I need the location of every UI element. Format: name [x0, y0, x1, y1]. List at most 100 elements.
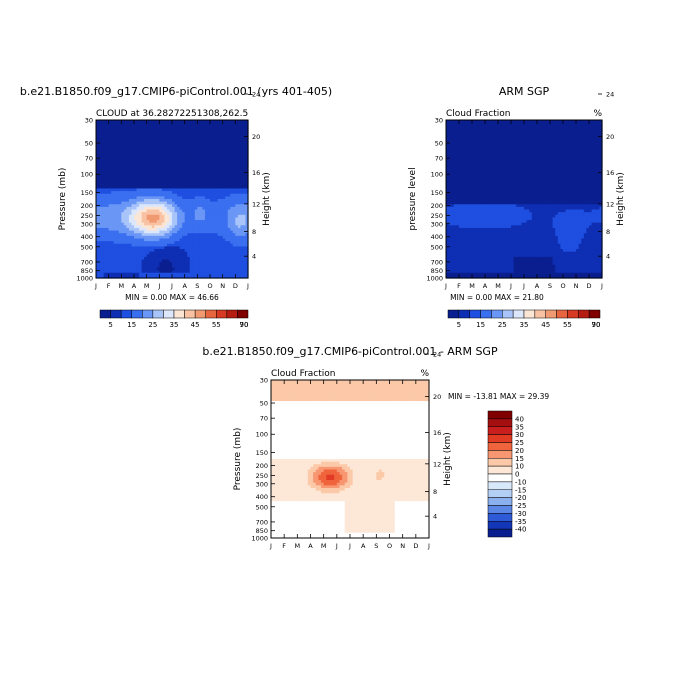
p-tick-label: 300: [256, 480, 268, 488]
x-tick-label: S: [374, 542, 378, 550]
colorbar-swatch: [173, 309, 185, 319]
colorbar-label: 30: [515, 431, 524, 439]
panel-subtitle-left: Cloud Fraction: [446, 109, 511, 119]
colorbar-swatch: [152, 309, 164, 319]
colorbar-label: 15: [476, 321, 485, 329]
x-tick-label: J: [348, 542, 351, 550]
x-tick-label: N: [400, 542, 405, 550]
colorbar-label: 45: [191, 321, 200, 329]
colorbar-label: 40: [515, 415, 524, 423]
colorbar-label: -15: [515, 486, 526, 494]
colorbar-label: -20: [515, 494, 526, 502]
h-tick-label: 12: [433, 460, 441, 468]
x-tick-label: J: [269, 542, 272, 550]
contour-field: [96, 120, 249, 279]
p-tick-label: 200: [81, 202, 93, 210]
p-tick-label: 300: [431, 220, 443, 228]
panel-title: b.e21.B1850.f09_g17.CMIP6-piControl.001 …: [20, 85, 332, 98]
x-tick-label: S: [548, 282, 552, 290]
colorbar-swatch: [447, 309, 460, 319]
colorbar-swatch: [567, 309, 579, 319]
x-tick-label: J: [522, 282, 525, 290]
x-tick-label: F: [457, 282, 461, 290]
h-tick-label: 24: [433, 350, 441, 358]
colorbar-label: 10: [515, 463, 524, 471]
colorbar-swatch: [523, 309, 536, 319]
h-tick-label: 20: [252, 133, 260, 141]
y2-axis-label: Height (km): [616, 172, 626, 226]
x-tick-label: M: [295, 542, 301, 550]
colorbar-swatch: [487, 418, 513, 427]
colorbar-swatch: [99, 309, 111, 319]
h-tick-label: 16: [433, 429, 441, 437]
h-tick-label: 16: [252, 169, 260, 177]
colorbar-label: 5: [457, 321, 461, 329]
colorbar-swatch: [487, 426, 513, 435]
panel-subtitle-right: %: [420, 369, 429, 379]
colorbar-swatch: [131, 309, 143, 319]
colorbar-swatch: [588, 309, 601, 319]
p-tick-label: 250: [431, 212, 443, 220]
colorbar-label: 5: [108, 321, 112, 329]
x-tick-label: J: [427, 542, 430, 550]
colorbar-label: 0: [515, 471, 519, 479]
colorbar-label: 25: [148, 321, 157, 329]
p-tick-label: 30: [435, 117, 443, 125]
panel-subtitle-left: Cloud Fraction: [271, 369, 336, 379]
x-tick-label: M: [321, 542, 327, 550]
x-tick-label: J: [600, 282, 603, 290]
colorbar-swatch: [502, 309, 514, 319]
x-tick-label: N: [574, 282, 579, 290]
colorbar-swatch: [487, 473, 513, 483]
colorbar-label: -40: [515, 526, 526, 534]
p-tick-label: 850: [81, 267, 93, 275]
panel-1: b.e21.B1850.f09_g17.CMIP6-piControl.001 …: [20, 85, 332, 302]
colorbar-swatch: [487, 505, 513, 514]
x-tick-label: J: [170, 282, 173, 290]
colorbar-label: 35: [515, 423, 524, 431]
colorbar-swatch: [578, 309, 590, 319]
x-tick-label: J: [94, 282, 97, 290]
x-tick-label: D: [233, 282, 238, 290]
x-tick-label: D: [586, 282, 591, 290]
colorbar-label: 35: [170, 321, 179, 329]
p-tick-label: 700: [431, 258, 443, 266]
x-tick-label: D: [413, 542, 418, 550]
p-tick-label: 150: [81, 189, 93, 197]
colorbar-label: 70: [240, 321, 249, 329]
p-tick-label: 70: [85, 155, 93, 163]
x-tick-label: A: [361, 542, 366, 550]
colorbar-swatch: [184, 309, 196, 319]
x-tick-label: O: [387, 542, 392, 550]
colorbar-swatch: [491, 309, 503, 319]
x-tick-label: A: [308, 542, 313, 550]
x-tick-label: J: [444, 282, 447, 290]
colorbar-swatch: [487, 442, 513, 451]
panel-title: ARM SGP: [499, 85, 550, 98]
colorbar-swatch: [487, 481, 513, 490]
panel-3: b.e21.B1850.f09_g17.CMIP6-piControl.001 …: [202, 345, 549, 550]
colorbar-swatch: [512, 309, 525, 319]
colorbar-swatch: [120, 309, 132, 319]
h-tick-label: 12: [252, 200, 260, 208]
y-axis-label: Pressure (mb): [233, 428, 243, 491]
p-tick-label: 30: [85, 117, 93, 125]
x-tick-label: J: [335, 542, 338, 550]
colorbar-swatch: [469, 309, 481, 319]
p-tick-label: 50: [85, 140, 93, 148]
h-tick-label: 12: [606, 200, 614, 208]
p-tick-label: 150: [256, 449, 268, 457]
p-tick-label: 100: [256, 431, 268, 439]
p-tick-label: 500: [256, 503, 268, 511]
h-tick-label: 4: [252, 253, 256, 261]
x-tick-label: O: [207, 282, 212, 290]
h-tick-label: 8: [606, 228, 610, 236]
p-tick-label: 30: [260, 377, 268, 385]
p-tick-label: 850: [256, 527, 268, 535]
colorbar-swatch: [110, 309, 122, 319]
x-tick-label: M: [119, 282, 125, 290]
colorbar-swatch: [487, 465, 513, 475]
